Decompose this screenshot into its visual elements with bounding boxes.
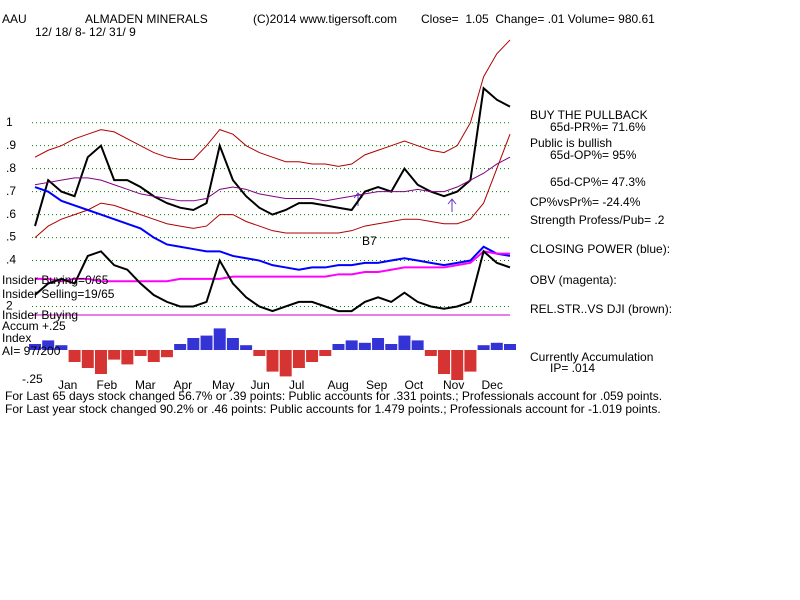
annotation: REL.STR..VS DJI (brown): <box>530 302 672 316</box>
annotation: -.25 <box>22 372 43 386</box>
annotation: IP= .014 <box>550 361 595 375</box>
accum-bar <box>213 328 226 350</box>
series-line <box>34 249 511 313</box>
accum-bar <box>451 350 464 380</box>
accum-bar <box>253 350 266 356</box>
x-tick-label: May <box>212 378 235 392</box>
x-tick-label: Dec <box>482 378 503 392</box>
accum-bar <box>345 340 358 350</box>
y-tick-label: .6 <box>6 207 16 221</box>
x-tick-label: Feb <box>97 378 118 392</box>
annotation: CLOSING POWER (blue): <box>530 242 670 256</box>
accum-bar <box>358 342 371 350</box>
y-tick-label: .5 <box>6 230 16 244</box>
annotation: Insider Buying=0/65 <box>2 273 109 287</box>
annotation: CP%vsPr%= -24.4% <box>530 195 641 209</box>
accum-bar <box>292 350 305 368</box>
annotation: 65d-CP%= 47.3% <box>550 175 646 189</box>
accum-bar <box>81 350 94 368</box>
source: (C)2014 www.tigersoft.com <box>253 12 397 26</box>
date-range: 12/ 18/ 8- 12/ 31/ 9 <box>35 25 136 39</box>
accum-bar <box>187 338 200 350</box>
y-tick-label: .9 <box>6 138 16 152</box>
accum-bar <box>147 350 160 362</box>
footer-line: For Last 65 days stock changed 56.7% or … <box>5 389 662 403</box>
series-line <box>34 186 511 271</box>
accum-bar <box>94 350 107 374</box>
accum-bar <box>160 350 173 358</box>
annotation: Strength Profess/Pub= .2 <box>530 213 665 227</box>
series-line <box>34 39 511 167</box>
accum-bar <box>266 350 279 372</box>
accum-bar <box>240 345 253 350</box>
annotation: 65d-PR%= 71.6% <box>550 120 646 134</box>
accum-bar <box>490 342 503 350</box>
quote: Close= 1.05 Change= .01 Volume= 980.61 <box>421 12 655 26</box>
accum-bar <box>42 340 55 350</box>
x-tick-label: Jun <box>251 378 270 392</box>
x-tick-label: Oct <box>405 378 424 392</box>
annotation: Index <box>2 331 31 345</box>
annotation: Public is bullish <box>530 136 612 150</box>
annotation: Accum +.25 <box>2 319 66 333</box>
accum-bar <box>319 350 332 356</box>
x-tick-label: Apr <box>174 378 193 392</box>
accum-bar <box>226 338 239 350</box>
accum-bar <box>385 344 398 350</box>
accum-bar <box>121 350 134 365</box>
accum-bar <box>398 335 411 350</box>
accum-bar <box>68 350 81 362</box>
x-tick-label: Jan <box>58 378 77 392</box>
series-line <box>35 250 510 283</box>
accum-bar <box>306 350 319 362</box>
annotation: OBV (magenta): <box>530 273 617 287</box>
x-tick-label: Aug <box>328 378 349 392</box>
accum-bar <box>174 344 187 350</box>
accum-bar <box>424 350 437 356</box>
signal-label: B7 <box>362 234 377 248</box>
accum-bar <box>438 350 451 374</box>
accum-bar <box>477 345 490 350</box>
annotation: Insider Selling=19/65 <box>2 287 115 301</box>
y-tick-label: 1 <box>6 115 13 129</box>
accum-bar <box>372 338 385 350</box>
ticker: AAU <box>2 12 27 26</box>
y-tick-label: 2 <box>6 299 13 313</box>
annotation: 65d-OP%= 95% <box>550 148 637 162</box>
accum-bar <box>504 344 516 350</box>
x-tick-label: Sep <box>366 378 388 392</box>
accum-bar <box>134 350 147 356</box>
accum-bar <box>55 345 68 350</box>
accum-bar <box>29 344 41 350</box>
accum-bar <box>108 350 121 360</box>
accum-bar <box>411 340 424 350</box>
series-line <box>34 156 511 202</box>
y-tick-label: .7 <box>6 184 16 198</box>
x-tick-label: Mar <box>135 378 156 392</box>
x-tick-label: Nov <box>443 378 464 392</box>
series-line <box>34 134 511 238</box>
y-tick-label: .8 <box>6 161 16 175</box>
annotation: AI= 97/200 <box>2 344 61 358</box>
annotation: BUY THE PULLBACK <box>530 108 648 122</box>
annotation: Currently Accumulation <box>530 350 653 364</box>
accum-bar <box>464 350 477 372</box>
accum-bar <box>279 350 292 377</box>
y-tick-label: .4 <box>6 253 16 267</box>
x-tick-label: Jul <box>289 378 304 392</box>
annotation: Insider Buying <box>2 308 78 322</box>
chart-title: ALMADEN MINERALS <box>85 12 208 26</box>
footer-line: For Last year stock changed 90.2% or .46… <box>5 402 661 416</box>
accum-bar <box>200 335 213 350</box>
accum-bar <box>332 344 345 350</box>
